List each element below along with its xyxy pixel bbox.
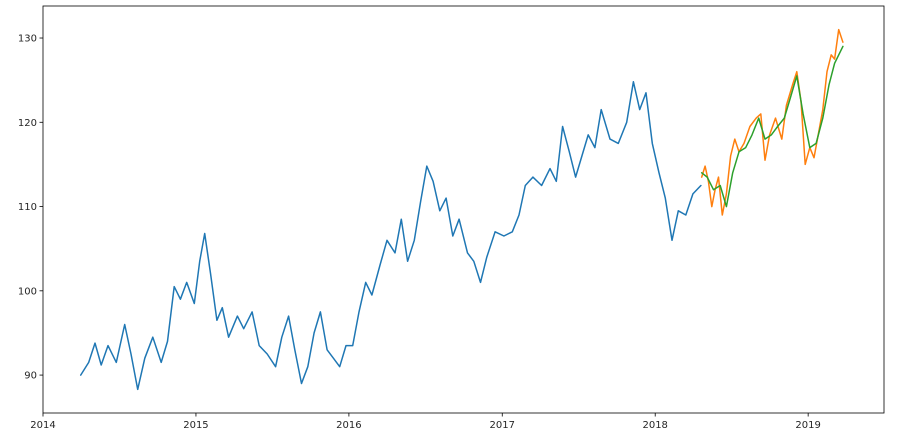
x-tick-label: 2018 bbox=[642, 420, 667, 431]
plot-frame bbox=[42, 5, 885, 414]
x-tick-label: 2014 bbox=[30, 420, 55, 431]
series-line-0 bbox=[79, 81, 702, 391]
y-tick-label: 90 bbox=[24, 371, 37, 382]
y-axis: 90 100 110 120 130 bbox=[18, 34, 43, 382]
y-tick-label: 130 bbox=[18, 34, 37, 45]
series-layer bbox=[79, 28, 844, 391]
series-line-1 bbox=[700, 28, 844, 216]
series-line-2 bbox=[700, 45, 844, 208]
x-tick-label: 2016 bbox=[336, 420, 361, 431]
x-tick-label: 2015 bbox=[183, 420, 208, 431]
y-tick-label: 100 bbox=[18, 286, 37, 297]
x-axis: 2014 2015 2016 2017 2018 2019 bbox=[30, 413, 821, 431]
y-tick-label: 120 bbox=[18, 118, 37, 129]
x-tick-label: 2017 bbox=[490, 420, 515, 431]
y-tick-label: 110 bbox=[18, 202, 37, 213]
x-tick-label: 2019 bbox=[795, 420, 820, 431]
